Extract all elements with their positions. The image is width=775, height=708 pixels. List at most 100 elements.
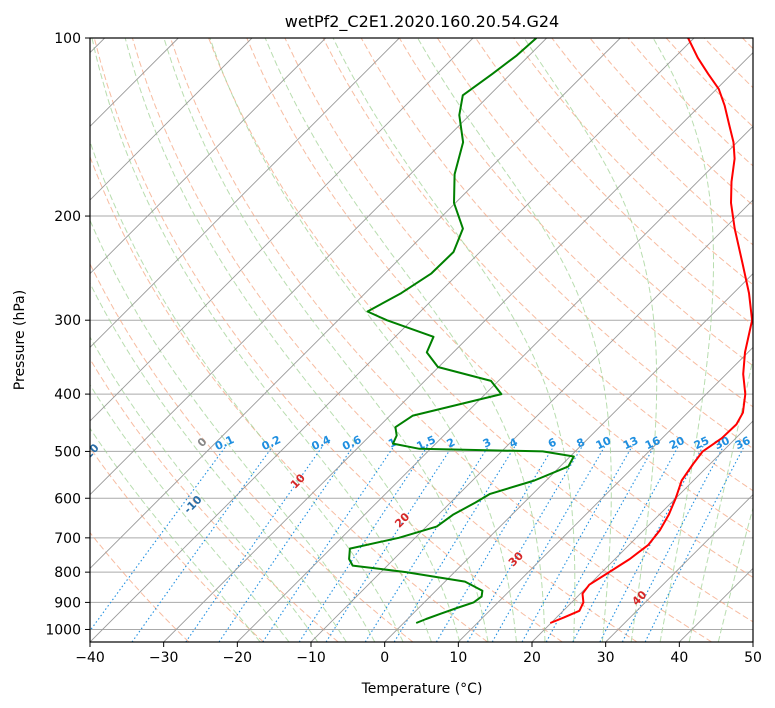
plot-frame [89,37,754,643]
isotherm-line [531,420,753,642]
dewpoint-profile-line [348,38,575,624]
moist-adiabat-line [90,218,376,642]
dry-adiabat-line [360,38,753,450]
x-tick-label: 10 [449,650,467,666]
isotherm-line [605,494,753,642]
mixing-ratio-label: 20 [667,434,687,452]
chart-title: wetPf2_C2E1.2020.160.20.54.G24 [285,12,559,32]
sounding-profiles [348,38,753,624]
dry-adiabat-line [703,38,753,89]
moist-adiabat-line [523,38,658,642]
isotherm-line [90,38,326,275]
dry-adiabat-line [90,446,264,642]
x-tick-label: 20 [523,650,541,666]
dry-adiabat-line [513,38,753,286]
moist-adiabat-line [163,38,489,642]
dry-adiabat-label: 20 [392,510,412,530]
dry-adiabat-line [665,38,753,128]
mixing-ratio-label: 13 [621,434,640,452]
y-tick-label: 500 [54,444,81,460]
x-tick-label: −20 [223,650,253,666]
y-tick-label: 800 [54,565,81,581]
mixing-ratio-label: 36 [733,434,753,452]
isotherm-line [237,125,753,642]
isotherm-line [90,38,621,569]
moist-adiabat-line [652,38,714,642]
isotherm-line [90,38,253,201]
moist-adiabats [90,38,753,642]
dry-adiabat-line [93,38,563,642]
dry-adiabat-label: -20 [78,441,101,464]
y-tick-label: 700 [54,531,81,547]
mixing-ratio-line [393,445,516,642]
mixing-ratio-line [467,445,583,642]
y-tick-label: 200 [54,209,81,225]
mixing-ratio-line [644,445,745,642]
mixing-ratio-line [521,445,633,642]
moist-adiabat-line [688,356,753,642]
mixing-ratio-line [131,445,274,642]
isotherm-line [90,38,547,496]
mixing-ratio-line [298,445,429,642]
y-axis-label: Pressure (hPa) [12,290,28,390]
mixing-ratio-line [364,445,489,642]
y-tick-label: 100 [54,31,81,47]
x-tick-label: 50 [744,650,762,666]
x-tick-label: 40 [670,650,688,666]
mixing-ratio-label: 16 [643,434,663,452]
isotherm-line [163,52,753,642]
mixing-ratio-label: 2 [445,436,457,451]
moist-adiabat-line [90,139,404,642]
isotherm-line [90,38,474,422]
dry-adiabat-line [436,38,753,367]
dry-adiabat-line [170,38,712,642]
mixing-ratio-line [621,445,724,642]
dry-adiabat-line [398,38,753,408]
mixing-ratio-line [599,445,704,642]
moist-adiabat-line [264,38,546,642]
dry-adiabat-line [284,38,753,535]
mixing-ratio-label: 4 [507,435,520,450]
x-tick-label: 0 [380,650,389,666]
mixing-ratio-label: 0.2 [260,433,283,453]
temperature-profile-line [549,38,753,624]
y-tick-label: 400 [54,387,81,403]
dry-adiabat-label: 30 [506,549,526,569]
dry-adiabat-label: -30 [0,389,11,412]
mixing-ratio-label: 6 [546,435,559,450]
moist-adiabat-line [717,506,753,642]
dry-adiabat-label: 40 [629,588,649,608]
mixing-ratio-line [325,445,453,642]
moist-adiabat-line [209,38,517,642]
mixing-ratio-line [545,445,655,642]
isotherm-line [679,567,753,642]
moist-adiabat-line [332,38,576,642]
dry-adiabat-label: -10 [181,493,204,516]
moist-adiabat-line [124,38,461,642]
mixing-ratio-line [262,445,395,642]
mixing-ratio-line [218,445,354,642]
moist-adiabat-line [90,282,347,642]
x-tick-label: −30 [149,650,179,666]
dry-adiabat-line [90,358,339,642]
mixing-ratio-label: 3 [481,436,493,451]
mixing-ratio-label: 30 [712,434,732,452]
x-tick-label: −40 [75,650,105,666]
mixing-ratio-label: 10 [594,434,614,452]
isotherms [90,38,753,642]
mixing-ratio-lines [90,445,745,642]
isotherm-line [752,641,753,642]
mixing-ratio-line [185,445,324,642]
y-axis-ticks: 100 200 300 400 500 600 700 800 900 1000 [45,31,90,638]
dry-adiabat-line [90,531,190,642]
dry-adiabat-line [246,38,753,578]
x-axis-ticks: −40 −30 −20 −10 0 10 20 30 40 50 [75,642,762,666]
plot-area: -100-90-80-70-60-50-40-30-20-10010203040… [0,38,753,642]
mixing-ratio-line [435,445,555,642]
y-tick-label: 900 [54,595,81,611]
moist-adiabat-line [90,427,261,642]
dry-adiabat-line [90,155,488,642]
moist-adiabat-line [91,38,432,642]
dry-adiabat-line [208,38,753,623]
